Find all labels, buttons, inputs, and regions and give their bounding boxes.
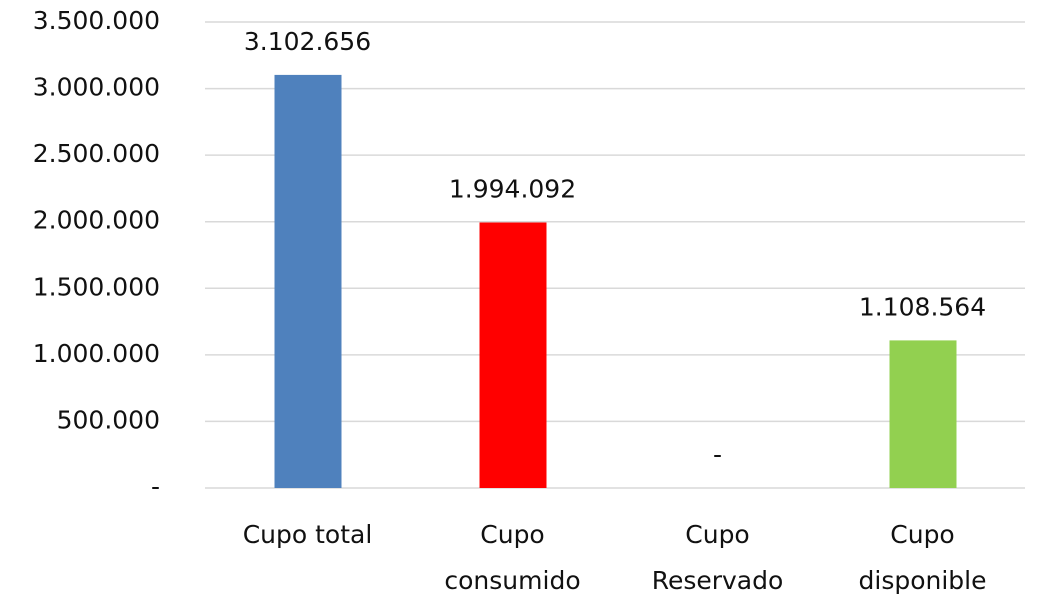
y-tick-label: 1.500.000 [33, 272, 160, 301]
data-label: 1.108.564 [859, 292, 986, 321]
bar [890, 340, 957, 488]
data-label: - [713, 440, 722, 469]
x-tick-label: Cupo total [243, 520, 373, 549]
chart: - 500.000 1.000.000 1.500.000 2.000.000 2.500… [0, 0, 1050, 604]
data-label: 3.102.656 [244, 27, 371, 56]
y-tick-label: 1.000.000 [33, 339, 160, 368]
y-tick-label: 3.500.000 [33, 6, 160, 35]
y-tick-label: - [151, 472, 160, 501]
bar [480, 223, 547, 488]
bar [275, 75, 342, 488]
y-tick-label: 2.500.000 [33, 139, 160, 168]
y-tick-label: 2.000.000 [33, 206, 160, 235]
y-tick-label: 500.000 [57, 405, 160, 434]
y-tick-label: 3.000.000 [33, 73, 160, 102]
data-label: 1.994.092 [449, 175, 576, 204]
